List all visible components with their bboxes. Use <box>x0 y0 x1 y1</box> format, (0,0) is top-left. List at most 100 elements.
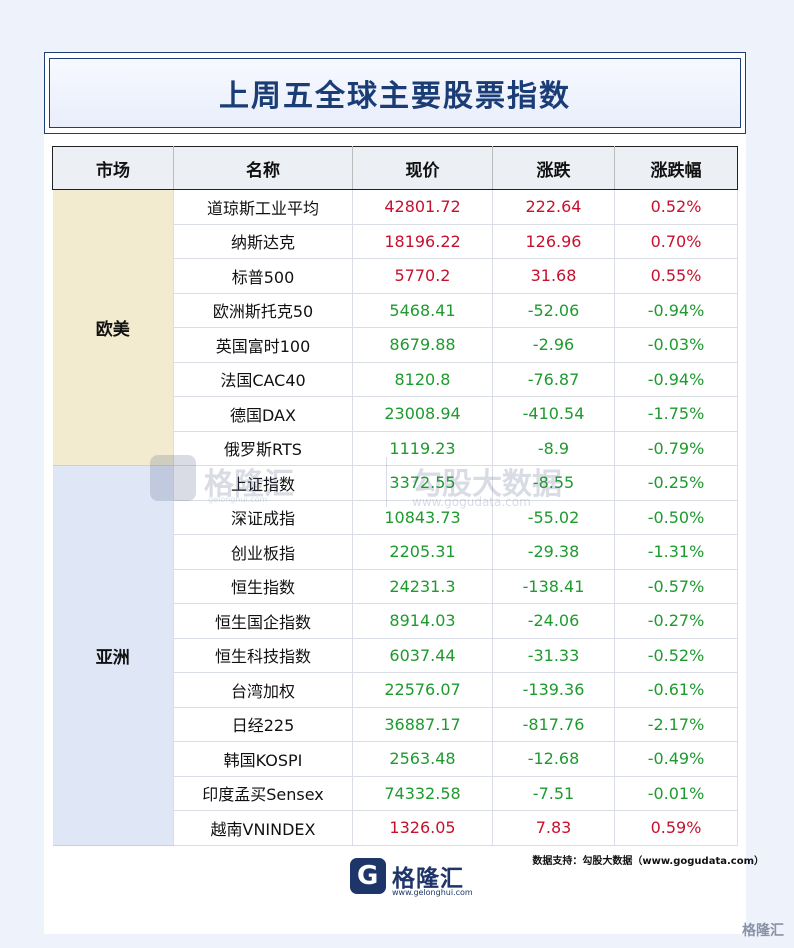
price-cell: 2563.48 <box>352 741 493 777</box>
logo-mark-letter: G <box>357 861 379 891</box>
change-cell: -817.76 <box>492 707 615 742</box>
table-row: 创业板指 2205.31 -29.38 -1.31% <box>53 534 738 570</box>
change-pct-cell: -0.57% <box>614 569 738 604</box>
table-row: 法国CAC40 8120.8 -76.87 -0.94% <box>53 362 738 397</box>
name-cell: 日经225 <box>173 707 353 742</box>
name-cell: 德国DAX <box>173 396 353 432</box>
change-cell: -138.41 <box>492 569 615 604</box>
name-cell: 恒生指数 <box>173 569 353 604</box>
change-cell: -24.06 <box>492 603 615 639</box>
change-pct-cell: -2.17% <box>614 707 738 742</box>
table-row: 纳斯达克 18196.22 126.96 0.70% <box>53 224 738 259</box>
region-cell: 欧美 <box>52 189 174 466</box>
change-pct-cell: 0.70% <box>614 224 738 259</box>
header-name: 名称 <box>173 146 353 190</box>
price-cell: 1119.23 <box>352 431 493 466</box>
table-row: 韩国KOSPI 2563.48 -12.68 -0.49% <box>53 741 738 777</box>
change-cell: -139.36 <box>492 672 615 708</box>
change-cell: 7.83 <box>492 810 615 846</box>
name-cell: 纳斯达克 <box>173 224 353 259</box>
logo-site: www.gelonghui.com <box>392 888 473 897</box>
change-cell: -7.51 <box>492 776 615 811</box>
corner-watermark: 格隆汇 <box>742 923 784 939</box>
change-pct-cell: -0.94% <box>614 293 738 328</box>
name-cell: 恒生科技指数 <box>173 638 353 673</box>
price-cell: 8120.8 <box>352 362 493 397</box>
table-row: 欧美 道琼斯工业平均 42801.72 222.64 0.52% <box>52 189 738 466</box>
table-header-row: 市场 名称 现价 涨跌 涨跌幅 <box>52 146 738 190</box>
price-cell: 5770.2 <box>352 258 493 294</box>
change-pct-cell: 0.52% <box>614 189 738 225</box>
header-market: 市场 <box>52 146 174 190</box>
change-pct-cell: 0.55% <box>614 258 738 294</box>
price-cell: 6037.44 <box>352 638 493 673</box>
price-cell: 1326.05 <box>352 810 493 846</box>
index-table: 市场 名称 现价 涨跌 涨跌幅 欧美 道琼斯工业平均 42801.72 222.64 0… <box>52 146 738 846</box>
header-change: 涨跌 <box>492 146 615 190</box>
data-source: 数据支持：勾股大数据（www.gogudata.com） <box>532 856 764 867</box>
price-cell: 22576.07 <box>352 672 493 708</box>
change-cell: -8.9 <box>492 431 615 466</box>
price-cell: 10843.73 <box>352 500 493 535</box>
price-cell: 8679.88 <box>352 327 493 363</box>
change-cell: 222.64 <box>492 189 615 225</box>
change-cell: 31.68 <box>492 258 615 294</box>
name-cell: 法国CAC40 <box>173 362 353 397</box>
table-row: 台湾加权 22576.07 -139.36 -0.61% <box>53 672 738 708</box>
header-change-pct: 涨跌幅 <box>614 146 738 190</box>
title-banner: 上周五全球主要股票指数 <box>44 52 746 134</box>
name-cell: 欧洲斯托克50 <box>173 293 353 328</box>
price-cell: 3372.55 <box>352 465 493 501</box>
change-cell: -12.68 <box>492 741 615 777</box>
change-pct-cell: -0.94% <box>614 362 738 397</box>
name-cell: 台湾加权 <box>173 672 353 708</box>
change-cell: -52.06 <box>492 293 615 328</box>
change-pct-cell: -0.25% <box>614 465 738 501</box>
title-inner: 上周五全球主要股票指数 <box>49 58 741 128</box>
table-row: 恒生科技指数 6037.44 -31.33 -0.52% <box>53 638 738 673</box>
change-cell: -31.33 <box>492 638 615 673</box>
price-cell: 36887.17 <box>352 707 493 742</box>
change-pct-cell: -1.31% <box>614 534 738 570</box>
change-pct-cell: -0.50% <box>614 500 738 535</box>
table-row: 深证成指 10843.73 -55.02 -0.50% <box>53 500 738 535</box>
table-row: 日经225 36887.17 -817.76 -2.17% <box>53 707 738 742</box>
table-row: 欧洲斯托克50 5468.41 -52.06 -0.94% <box>53 293 738 328</box>
price-cell: 8914.03 <box>352 603 493 639</box>
report-card: 上周五全球主要股票指数 市场 名称 现价 涨跌 涨跌幅 欧美 道琼斯工业平均 428… <box>44 52 764 934</box>
table-body: 欧美 道琼斯工业平均 42801.72 222.64 0.52% 纳斯达克 18196.22… <box>52 189 738 846</box>
change-cell: -2.96 <box>492 327 615 363</box>
price-cell: 24231.3 <box>352 569 493 604</box>
name-cell: 印度孟买Sensex <box>173 776 353 811</box>
price-cell: 74332.58 <box>352 776 493 811</box>
gelonghui-logo: G 格隆汇 www.gelonghui.com <box>350 858 473 898</box>
table-row: 俄罗斯RTS 1119.23 -8.9 -0.79% <box>53 431 738 466</box>
price-cell: 18196.22 <box>352 224 493 259</box>
logo-mark-icon: G <box>350 858 386 894</box>
table-row: 恒生指数 24231.3 -138.41 -0.57% <box>53 569 738 604</box>
table-row: 亚洲 上证指数 3372.55 -8.55 -0.25% <box>52 465 738 846</box>
change-pct-cell: 0.59% <box>614 810 738 846</box>
name-cell: 标普500 <box>173 258 353 294</box>
name-cell: 道琼斯工业平均 <box>173 189 353 225</box>
header-price: 现价 <box>352 146 493 190</box>
change-pct-cell: -0.61% <box>614 672 738 708</box>
region-cell: 亚洲 <box>52 465 174 846</box>
change-pct-cell: -0.49% <box>614 741 738 777</box>
price-cell: 5468.41 <box>352 293 493 328</box>
name-cell: 俄罗斯RTS <box>173 431 353 466</box>
price-cell: 23008.94 <box>352 396 493 432</box>
change-pct-cell: -0.52% <box>614 638 738 673</box>
table-row: 标普500 5770.2 31.68 0.55% <box>53 258 738 294</box>
name-cell: 越南VNINDEX <box>173 810 353 846</box>
name-cell: 上证指数 <box>173 465 353 501</box>
change-cell: -8.55 <box>492 465 615 501</box>
name-cell: 创业板指 <box>173 534 353 570</box>
table-row: 英国富时100 8679.88 -2.96 -0.03% <box>53 327 738 363</box>
logo-name: 格隆汇 <box>392 866 464 892</box>
name-cell: 英国富时100 <box>173 327 353 363</box>
table-row: 越南VNINDEX 1326.05 7.83 0.59% <box>53 810 738 846</box>
change-pct-cell: -0.79% <box>614 431 738 466</box>
change-pct-cell: -0.01% <box>614 776 738 811</box>
change-cell: 126.96 <box>492 224 615 259</box>
